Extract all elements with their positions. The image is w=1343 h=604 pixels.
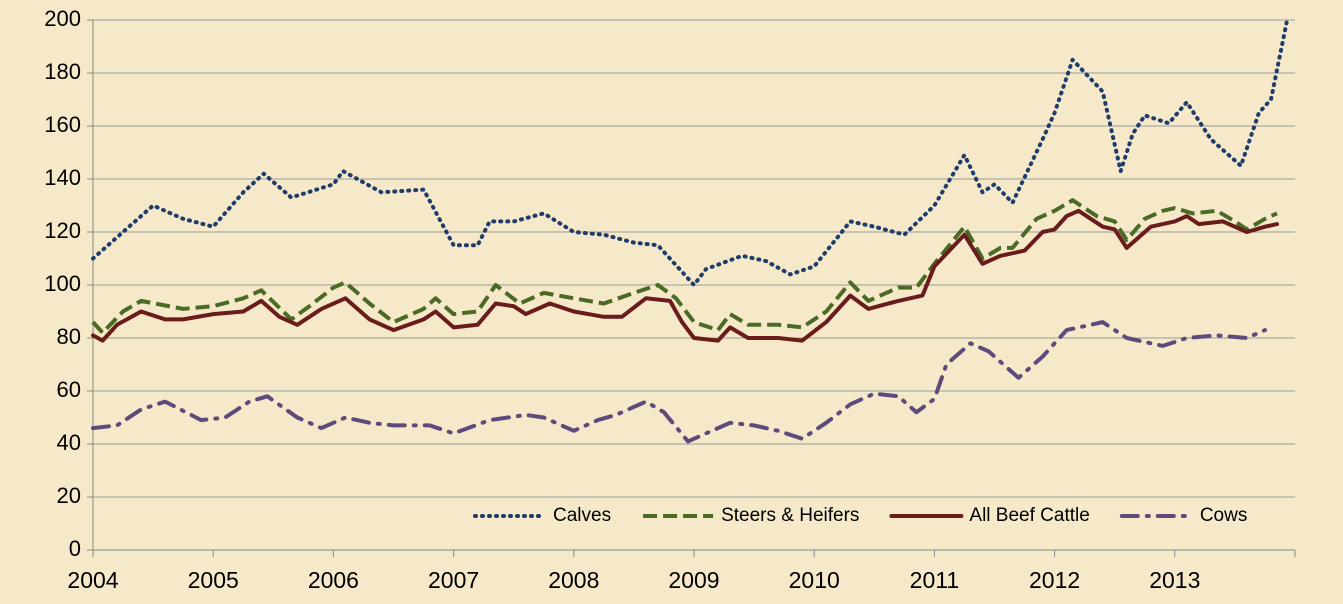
legend-label: Steers & Heifers bbox=[721, 505, 859, 526]
legend-label: Calves bbox=[553, 505, 611, 526]
y-tick-label: 160 bbox=[44, 112, 81, 137]
y-tick-label: 40 bbox=[57, 430, 81, 455]
y-tick-label: 80 bbox=[57, 324, 81, 349]
x-tick-label: 2004 bbox=[67, 567, 118, 593]
x-tick-label: 2013 bbox=[1149, 567, 1200, 593]
legend-label: Cows bbox=[1200, 505, 1248, 526]
series-line bbox=[91, 198, 1278, 335]
series-line bbox=[91, 320, 1267, 444]
y-tick-label: 140 bbox=[44, 165, 81, 190]
x-tick-label: 2010 bbox=[789, 567, 840, 593]
legend-label: All Beef Cattle bbox=[969, 505, 1089, 526]
y-tick-label: 200 bbox=[44, 6, 81, 31]
x-tick-label: 2011 bbox=[910, 567, 959, 593]
series-line bbox=[91, 20, 1289, 287]
y-tick-label: 180 bbox=[44, 59, 81, 84]
x-tick-label: 2005 bbox=[188, 567, 239, 593]
x-tick-label: 2006 bbox=[308, 567, 359, 593]
y-tick-label: 20 bbox=[57, 483, 81, 508]
y-tick-label: 100 bbox=[44, 271, 81, 296]
y-tick-label: 60 bbox=[57, 377, 81, 402]
y-tick-label: 0 bbox=[69, 536, 81, 561]
series-line bbox=[91, 208, 1279, 343]
x-tick-label: 2009 bbox=[668, 567, 719, 593]
x-tick-label: 2008 bbox=[548, 567, 599, 593]
x-tick-label: 2012 bbox=[1029, 567, 1080, 593]
x-tick-label: 2007 bbox=[428, 567, 479, 593]
y-tick-label: 120 bbox=[44, 218, 81, 243]
